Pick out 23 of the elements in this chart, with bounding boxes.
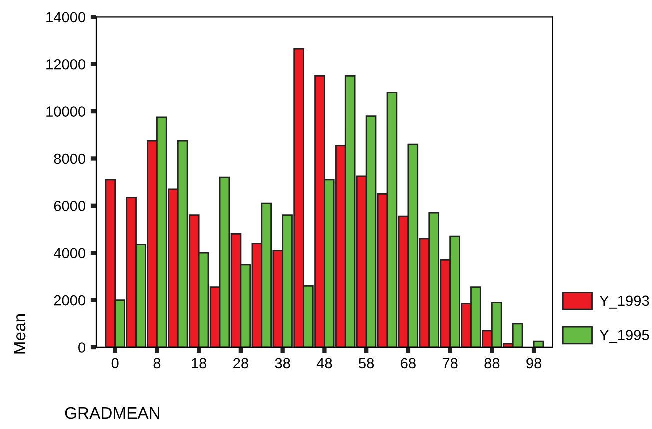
x-tick-label: 58 — [359, 358, 374, 369]
y-tick-label: 14000 — [46, 12, 86, 23]
y-tick-label: 0 — [78, 342, 86, 353]
y-tick-label: 2000 — [54, 295, 86, 306]
x-tick-label: 0 — [112, 358, 119, 369]
y-tick-label: 6000 — [54, 201, 86, 212]
x-tick-label: 8 — [154, 358, 161, 369]
x-tick-label: 68 — [401, 358, 416, 369]
legend-label: Y_1993 — [600, 296, 650, 309]
y-tick-label: 8000 — [54, 154, 86, 164]
x-tick-label: 28 — [234, 358, 248, 369]
x-tick-label: 98 — [526, 358, 542, 369]
legend-label: Y_1995 — [600, 330, 650, 344]
y-tick-label: 10000 — [46, 106, 86, 117]
x-tick-label: 48 — [316, 358, 332, 369]
y-axis-title: Mean — [14, 314, 26, 354]
y-tick-label: 12000 — [46, 59, 86, 70]
x-tick-label: 18 — [192, 358, 207, 369]
x-tick-label: 38 — [275, 358, 290, 369]
x-axis-title: GRADMEAN — [65, 407, 160, 420]
x-tick-label: 78 — [442, 358, 458, 369]
x-tick-label: 88 — [484, 358, 500, 369]
y-tick-label: 4000 — [54, 248, 86, 259]
